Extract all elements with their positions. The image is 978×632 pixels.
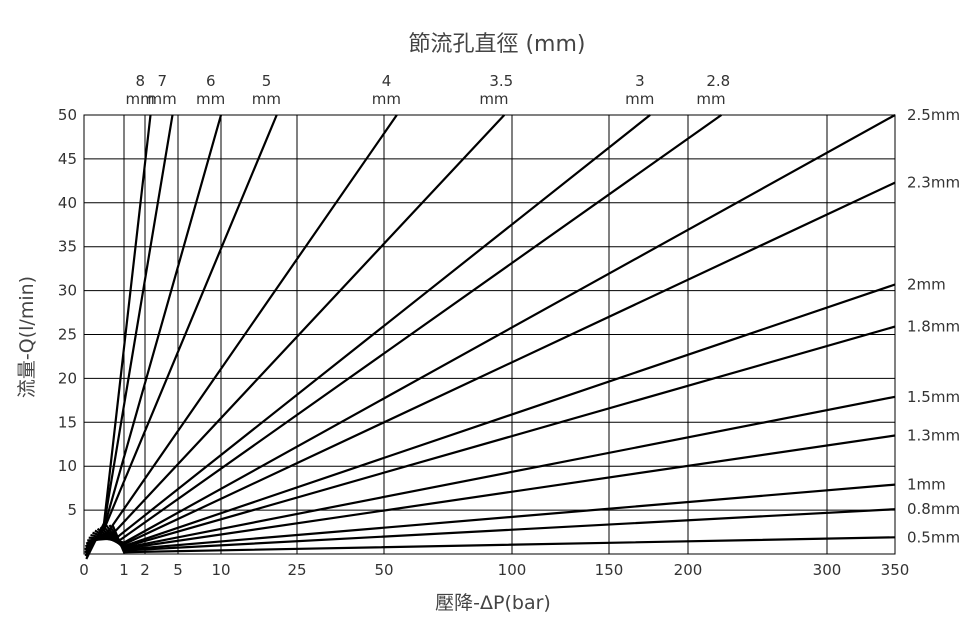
x-tick-label: 5 — [173, 561, 183, 579]
x-axis-label: 壓降-ΔP(bar) — [435, 592, 551, 614]
series-line — [94, 283, 896, 548]
series-line — [90, 114, 896, 544]
series-label-right: 1mm — [907, 476, 946, 494]
chart-title: 節流孔直徑 (mm) — [408, 32, 585, 57]
series-label-right: 2.3mm — [907, 174, 960, 192]
series-label-top: 4 — [382, 72, 392, 90]
series-label-top: 2.8 — [706, 72, 730, 90]
series-label-top: 8 — [136, 72, 146, 90]
x-tick-label: 1 — [119, 561, 129, 579]
y-tick-label: 5 — [67, 501, 77, 519]
y-tick-label: 45 — [58, 150, 77, 168]
x-tick-label: 10 — [211, 561, 230, 579]
series-line — [84, 114, 278, 551]
series-label-unit: mm — [479, 90, 508, 108]
y-tick-label: 40 — [58, 194, 77, 212]
series-label-right: 2.5mm — [907, 106, 960, 124]
series-label-unit: mm — [148, 90, 177, 108]
curves — [84, 114, 896, 560]
series-label-unit: mm — [696, 90, 725, 108]
x-tick-label: 350 — [881, 561, 910, 579]
x-tick-label: 150 — [595, 561, 624, 579]
x-tick-label: 300 — [813, 561, 842, 579]
series-label-top: 3 — [635, 72, 645, 90]
series-label-top: 5 — [262, 72, 272, 90]
y-tick-labels: 5 10 15 20 25 30 35 40 45 50 — [58, 106, 77, 519]
y-tick-label: 25 — [58, 326, 77, 344]
series-label-top: 7 — [158, 72, 168, 90]
series-line — [84, 114, 223, 554]
y-tick-label: 50 — [58, 106, 77, 124]
series-label-top: 6 — [206, 72, 216, 90]
x-tick-label: 2 — [140, 561, 150, 579]
x-tick-label: 25 — [287, 561, 306, 579]
x-tick-label: 100 — [498, 561, 527, 579]
series-line — [111, 524, 896, 554]
series-line — [92, 181, 896, 546]
series-labels: 8mm7mm6mm5mm4mm3.5mm3mm2.8mm2.5mm2.3mm2m… — [126, 72, 961, 546]
series-label-unit: mm — [196, 90, 225, 108]
x-tick-labels: 0 1 2 5 10 25 50 100 150 200 300 350 — [79, 561, 909, 579]
series-label-right: 2mm — [907, 275, 946, 293]
grid — [83, 114, 896, 555]
y-tick-label: 30 — [58, 282, 77, 300]
y-tick-label: 15 — [58, 413, 77, 431]
series-label-unit: mm — [252, 90, 281, 108]
series-label-right: 1.8mm — [907, 318, 960, 336]
series-line — [88, 114, 723, 542]
series-line — [85, 114, 506, 545]
series-label-right: 1.3mm — [907, 426, 960, 444]
series-label-unit: mm — [372, 90, 401, 108]
x-tick-label: 50 — [374, 561, 393, 579]
series-line — [102, 434, 896, 550]
series-label-right: 0.8mm — [907, 500, 960, 518]
series-label-right: 1.5mm — [907, 388, 960, 406]
x-tick-label: 200 — [674, 561, 703, 579]
y-tick-label: 35 — [58, 238, 77, 256]
series-label-right: 0.5mm — [907, 528, 960, 546]
x-tick-label: 0 — [79, 561, 89, 579]
series-label-unit: mm — [126, 90, 155, 108]
series-label-unit: mm — [625, 90, 654, 108]
y-axis-label: 流量-Q(l/min) — [16, 276, 38, 398]
y-tick-label: 20 — [58, 369, 77, 387]
series-label-top: 3.5 — [489, 72, 513, 90]
y-tick-label: 10 — [58, 457, 77, 475]
